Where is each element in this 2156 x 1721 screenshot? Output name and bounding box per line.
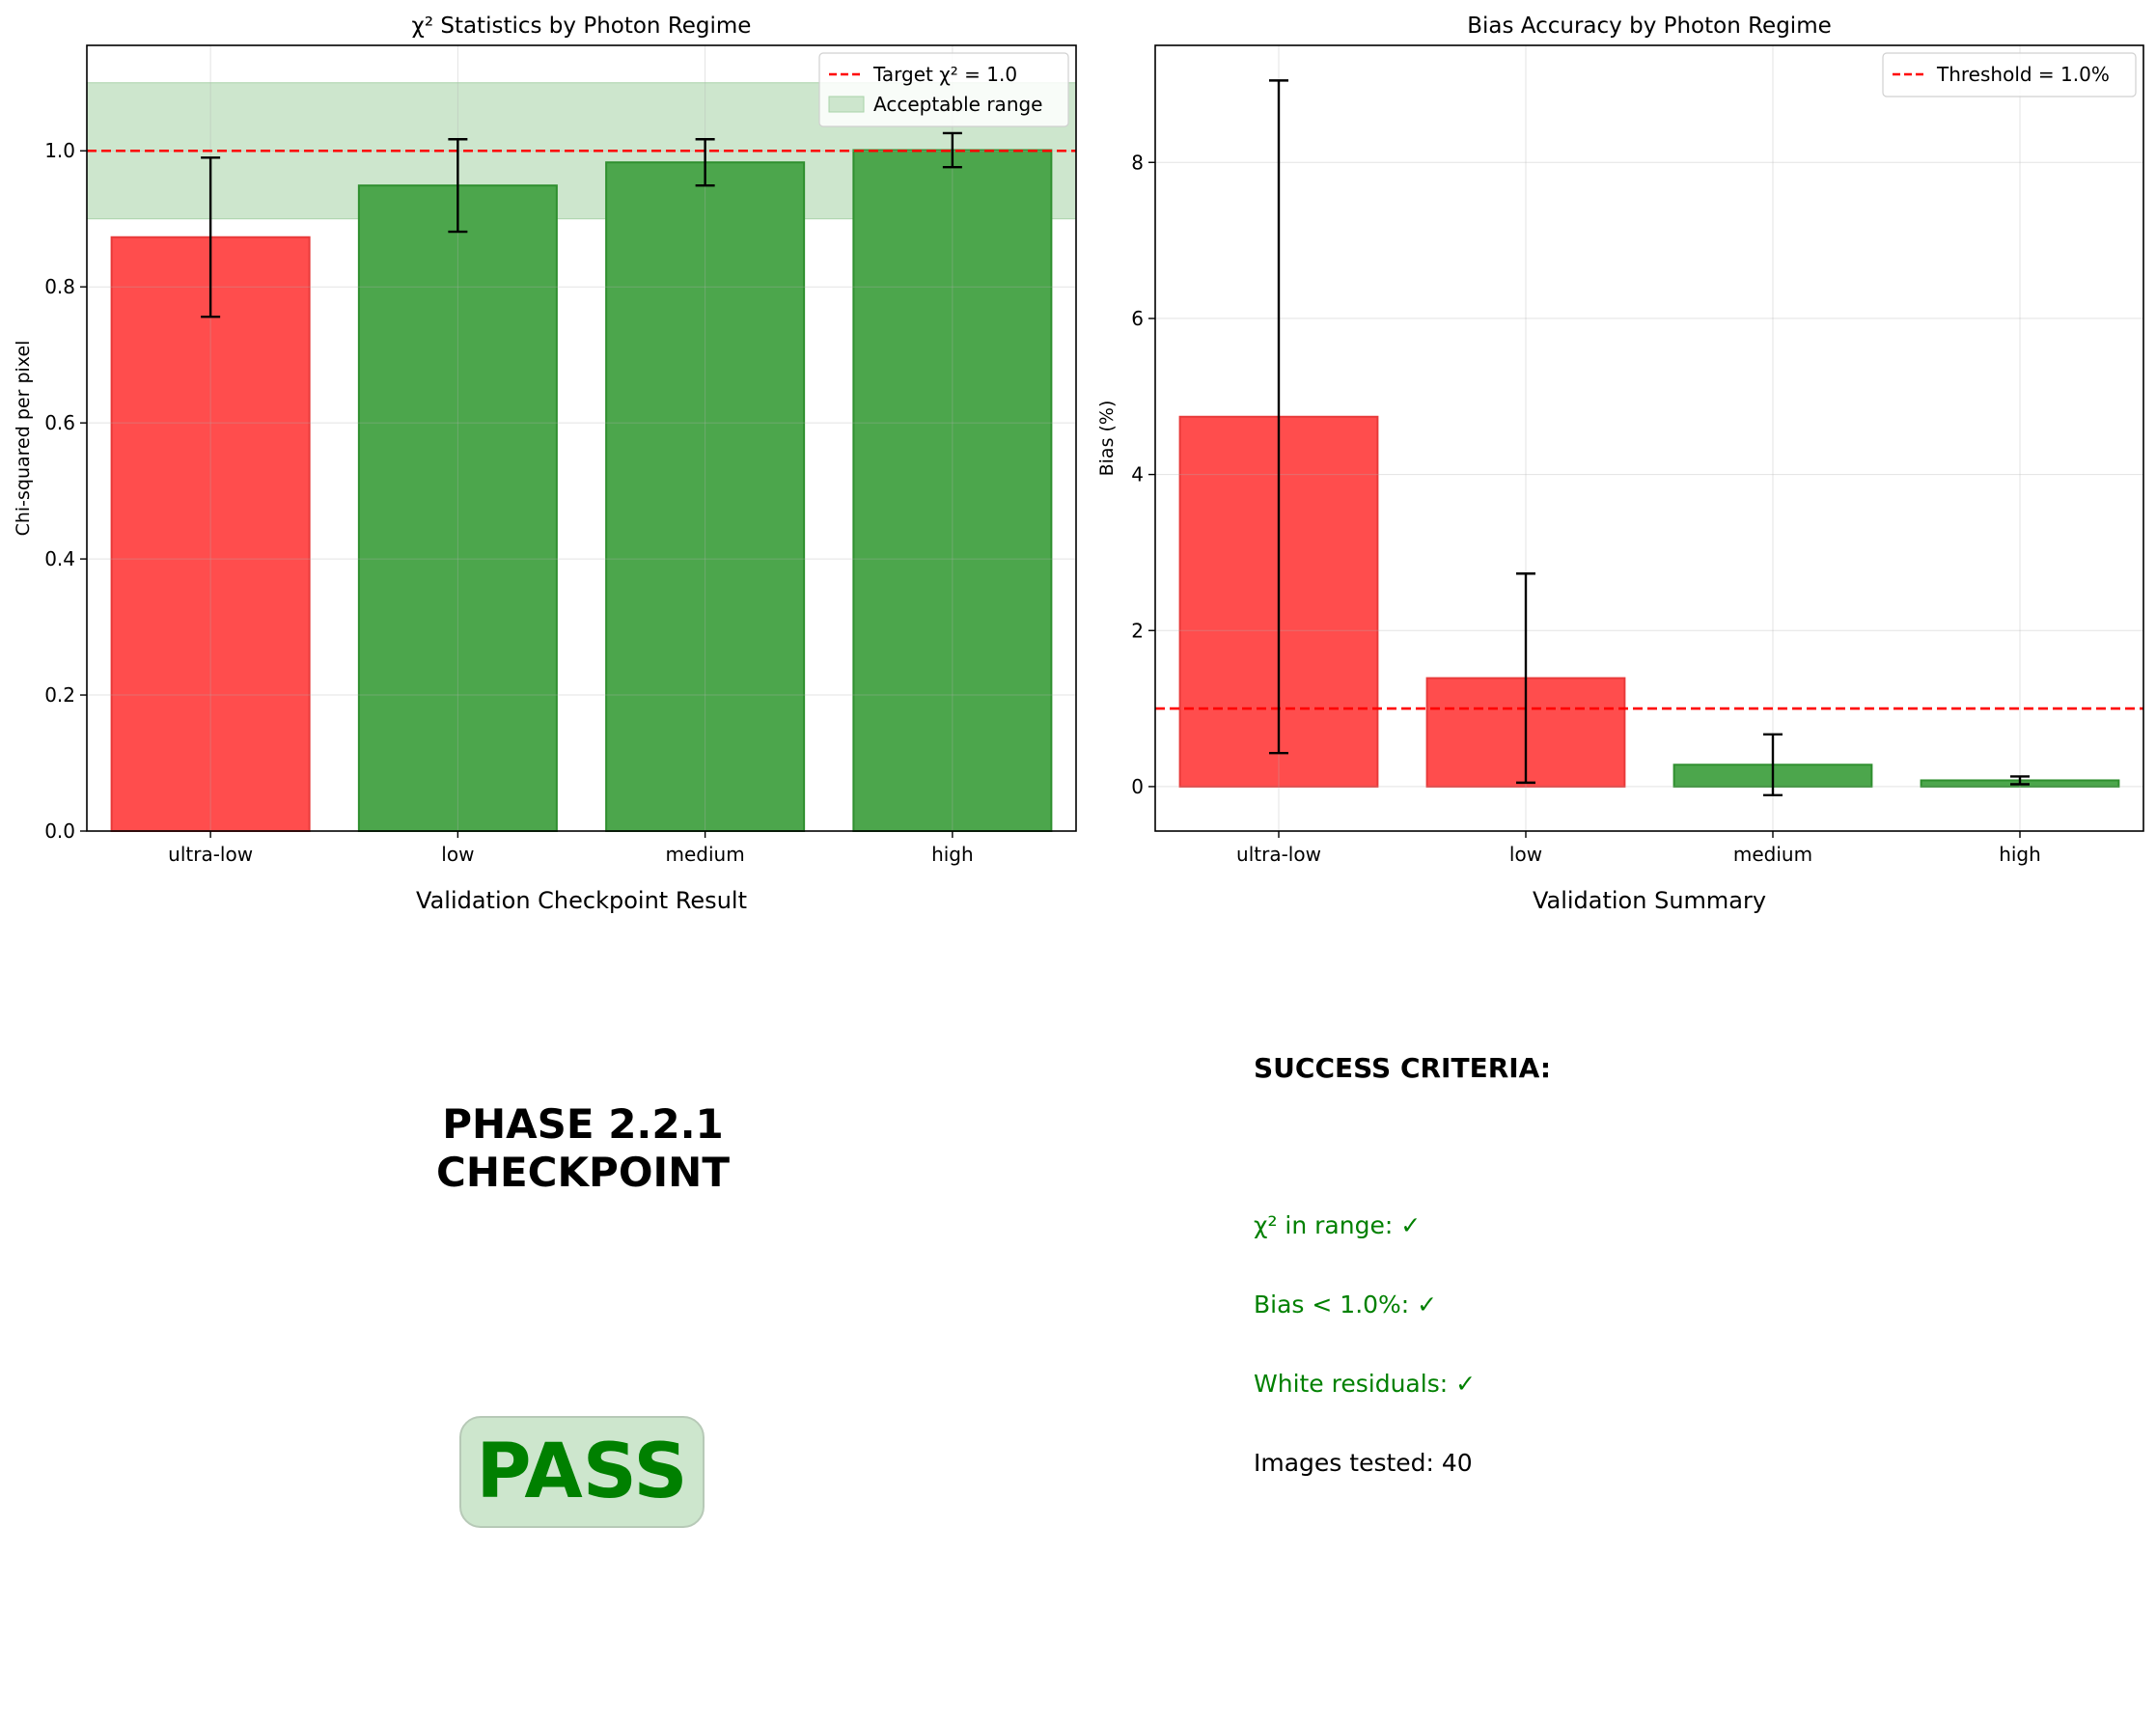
y-tick-label: 0.4	[44, 547, 75, 570]
y-tick-label: 2	[1131, 619, 1144, 642]
x-tick-label-ultra-low: ultra-low	[168, 843, 253, 866]
phase-title-line2: CHECKPOINT	[436, 1149, 730, 1196]
y-tick-label: 0.0	[44, 819, 75, 843]
legend-label: Target χ² = 1.0	[872, 63, 1017, 86]
success-criteria-heading: SUCCESS CRITERIA:	[1254, 1052, 1552, 1084]
y-tick-label: 0.8	[44, 275, 75, 298]
x-tick-label-ultra-low: ultra-low	[1236, 843, 1321, 866]
x-tick-label-high: high	[1999, 843, 2041, 866]
phase-title: PHASE 2.2.1 CHECKPOINT	[293, 1100, 872, 1197]
criterion-residuals: White residuals: ✓	[1254, 1370, 1477, 1398]
legend-box	[818, 52, 1069, 127]
images-tested: Images tested: 40	[1254, 1449, 1473, 1477]
y-axis-label: Bias (%)	[1096, 401, 1118, 477]
legend-label: Acceptable range	[873, 93, 1043, 116]
bar-ultra-low	[110, 236, 311, 832]
x-tick-label-low: low	[1509, 843, 1542, 866]
x-tick-label-low: low	[441, 843, 474, 866]
y-tick-label: 0.6	[44, 411, 75, 434]
x-tick-label-medium: medium	[666, 843, 745, 866]
criterion-chi2: χ² in range: ✓	[1254, 1211, 1422, 1239]
x-tick-label-medium: medium	[1733, 843, 1812, 866]
plot-frame	[1154, 44, 2144, 832]
criterion-bias: Bias < 1.0%: ✓	[1254, 1291, 1438, 1319]
legend-label: Threshold = 1.0%	[1936, 63, 2110, 86]
chart-title: χ² Statistics by Photon Regime	[412, 14, 752, 39]
y-tick-label: 0.2	[44, 683, 75, 707]
pass-badge-label: PASS	[476, 1429, 688, 1515]
legend-box	[1882, 52, 2137, 97]
y-tick-label: 4	[1131, 463, 1144, 486]
y-tick-label: 8	[1131, 151, 1144, 174]
y-tick-label: 1.0	[44, 139, 75, 162]
plot-frame	[86, 44, 1077, 832]
x-axis-label: Validation Summary	[1533, 887, 1766, 914]
x-tick-label-high: high	[931, 843, 974, 866]
bar-high	[852, 149, 1053, 833]
pass-badge-box	[459, 1416, 705, 1528]
legend-swatch-patch	[828, 96, 865, 113]
phase-title-line1: PHASE 2.2.1	[442, 1100, 724, 1148]
x-axis-label: Validation Checkpoint Result	[416, 887, 747, 914]
y-axis-label: Chi-squared per pixel	[13, 341, 34, 537]
y-tick-label: 6	[1131, 307, 1144, 330]
bar-medium	[605, 161, 806, 832]
y-tick-label: 0	[1131, 775, 1144, 798]
chart-title: Bias Accuracy by Photon Regime	[1467, 14, 1832, 39]
